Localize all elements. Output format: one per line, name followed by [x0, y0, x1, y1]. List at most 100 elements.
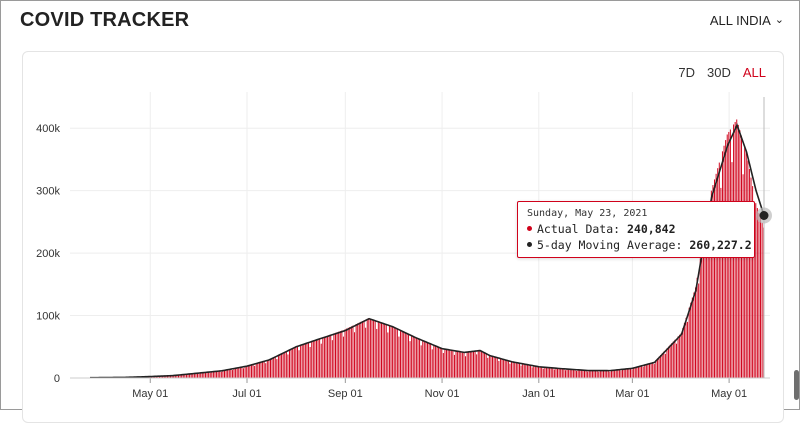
- bar: [693, 293, 694, 378]
- bar: [302, 345, 303, 378]
- bar: [435, 346, 436, 378]
- bar: [649, 363, 650, 378]
- red-dot-icon: [527, 226, 532, 231]
- bar: [574, 370, 575, 378]
- bar: [199, 374, 200, 378]
- bar: [500, 359, 501, 378]
- bar: [473, 351, 474, 378]
- bar: [646, 364, 647, 378]
- bar: [703, 239, 704, 378]
- bar: [695, 287, 696, 378]
- bar: [260, 362, 261, 378]
- bar: [306, 343, 307, 378]
- bar: [318, 339, 319, 378]
- bar: [322, 338, 323, 378]
- bar: [281, 354, 282, 378]
- bar: [625, 369, 626, 378]
- bar: [565, 370, 566, 378]
- bar: [471, 351, 472, 378]
- bar: [359, 323, 360, 378]
- bar: [313, 341, 314, 378]
- bar: [278, 355, 279, 378]
- bar: [343, 337, 344, 378]
- bar: [632, 369, 633, 378]
- bar: [525, 364, 526, 378]
- bar: [213, 372, 214, 378]
- bar: [479, 350, 480, 378]
- tooltip-actual-label: Actual Data:: [537, 222, 620, 236]
- bar: [620, 371, 621, 378]
- bar: [257, 363, 258, 378]
- bar: [456, 351, 457, 378]
- bar: [682, 328, 683, 378]
- bar: [516, 363, 517, 378]
- bar: [679, 335, 680, 378]
- bar: [630, 368, 631, 378]
- bar: [437, 347, 438, 378]
- bar: [657, 358, 658, 378]
- bar: [351, 326, 352, 378]
- bar: [251, 365, 252, 378]
- bar: [652, 362, 653, 378]
- bar: [619, 370, 620, 378]
- bar: [329, 335, 330, 378]
- bar: [381, 323, 382, 378]
- x-tick-label: Mar 01: [615, 388, 649, 400]
- bar: [573, 370, 574, 378]
- bar: [590, 371, 591, 378]
- page-scrollbar[interactable]: [794, 370, 799, 400]
- bar: [614, 370, 615, 378]
- bar: [246, 366, 247, 378]
- bar: [601, 371, 602, 378]
- bar: [248, 366, 249, 378]
- bar: [663, 352, 664, 378]
- bar: [345, 329, 346, 378]
- bar: [362, 321, 363, 378]
- bar: [719, 163, 720, 378]
- bar: [332, 340, 333, 378]
- bar: [368, 318, 369, 378]
- bar: [463, 353, 464, 378]
- bar: [478, 350, 479, 378]
- y-tick-label: 200k: [36, 248, 60, 260]
- bar: [611, 371, 612, 378]
- bar: [522, 364, 523, 378]
- bar: [286, 351, 287, 378]
- bar: [305, 344, 306, 378]
- bar: [295, 347, 296, 378]
- bar: [268, 360, 269, 378]
- bar: [284, 352, 285, 378]
- bar: [654, 364, 655, 378]
- bar: [597, 371, 598, 378]
- hover-point: [760, 211, 769, 220]
- bar: [651, 363, 652, 378]
- bar: [505, 360, 506, 378]
- bar: [297, 346, 298, 378]
- bar: [643, 367, 644, 378]
- bar: [519, 363, 520, 378]
- bar: [448, 350, 449, 378]
- bar: [440, 348, 441, 378]
- bar: [540, 367, 541, 378]
- bar: [324, 337, 325, 378]
- bar: [586, 370, 587, 378]
- bar: [357, 323, 358, 378]
- bar: [532, 367, 533, 378]
- bar: [551, 368, 552, 378]
- bar: [373, 320, 374, 378]
- bar: [622, 369, 623, 378]
- bar: [460, 352, 461, 378]
- bar: [230, 369, 231, 378]
- bar: [433, 345, 434, 378]
- bar: [647, 364, 648, 378]
- bar: [762, 223, 763, 378]
- bar: [391, 326, 392, 378]
- bar: [592, 371, 593, 378]
- bar: [555, 368, 556, 378]
- bar: [414, 337, 415, 378]
- bar: [543, 369, 544, 378]
- bar: [294, 348, 295, 378]
- bar: [608, 371, 609, 378]
- bar: [579, 370, 580, 378]
